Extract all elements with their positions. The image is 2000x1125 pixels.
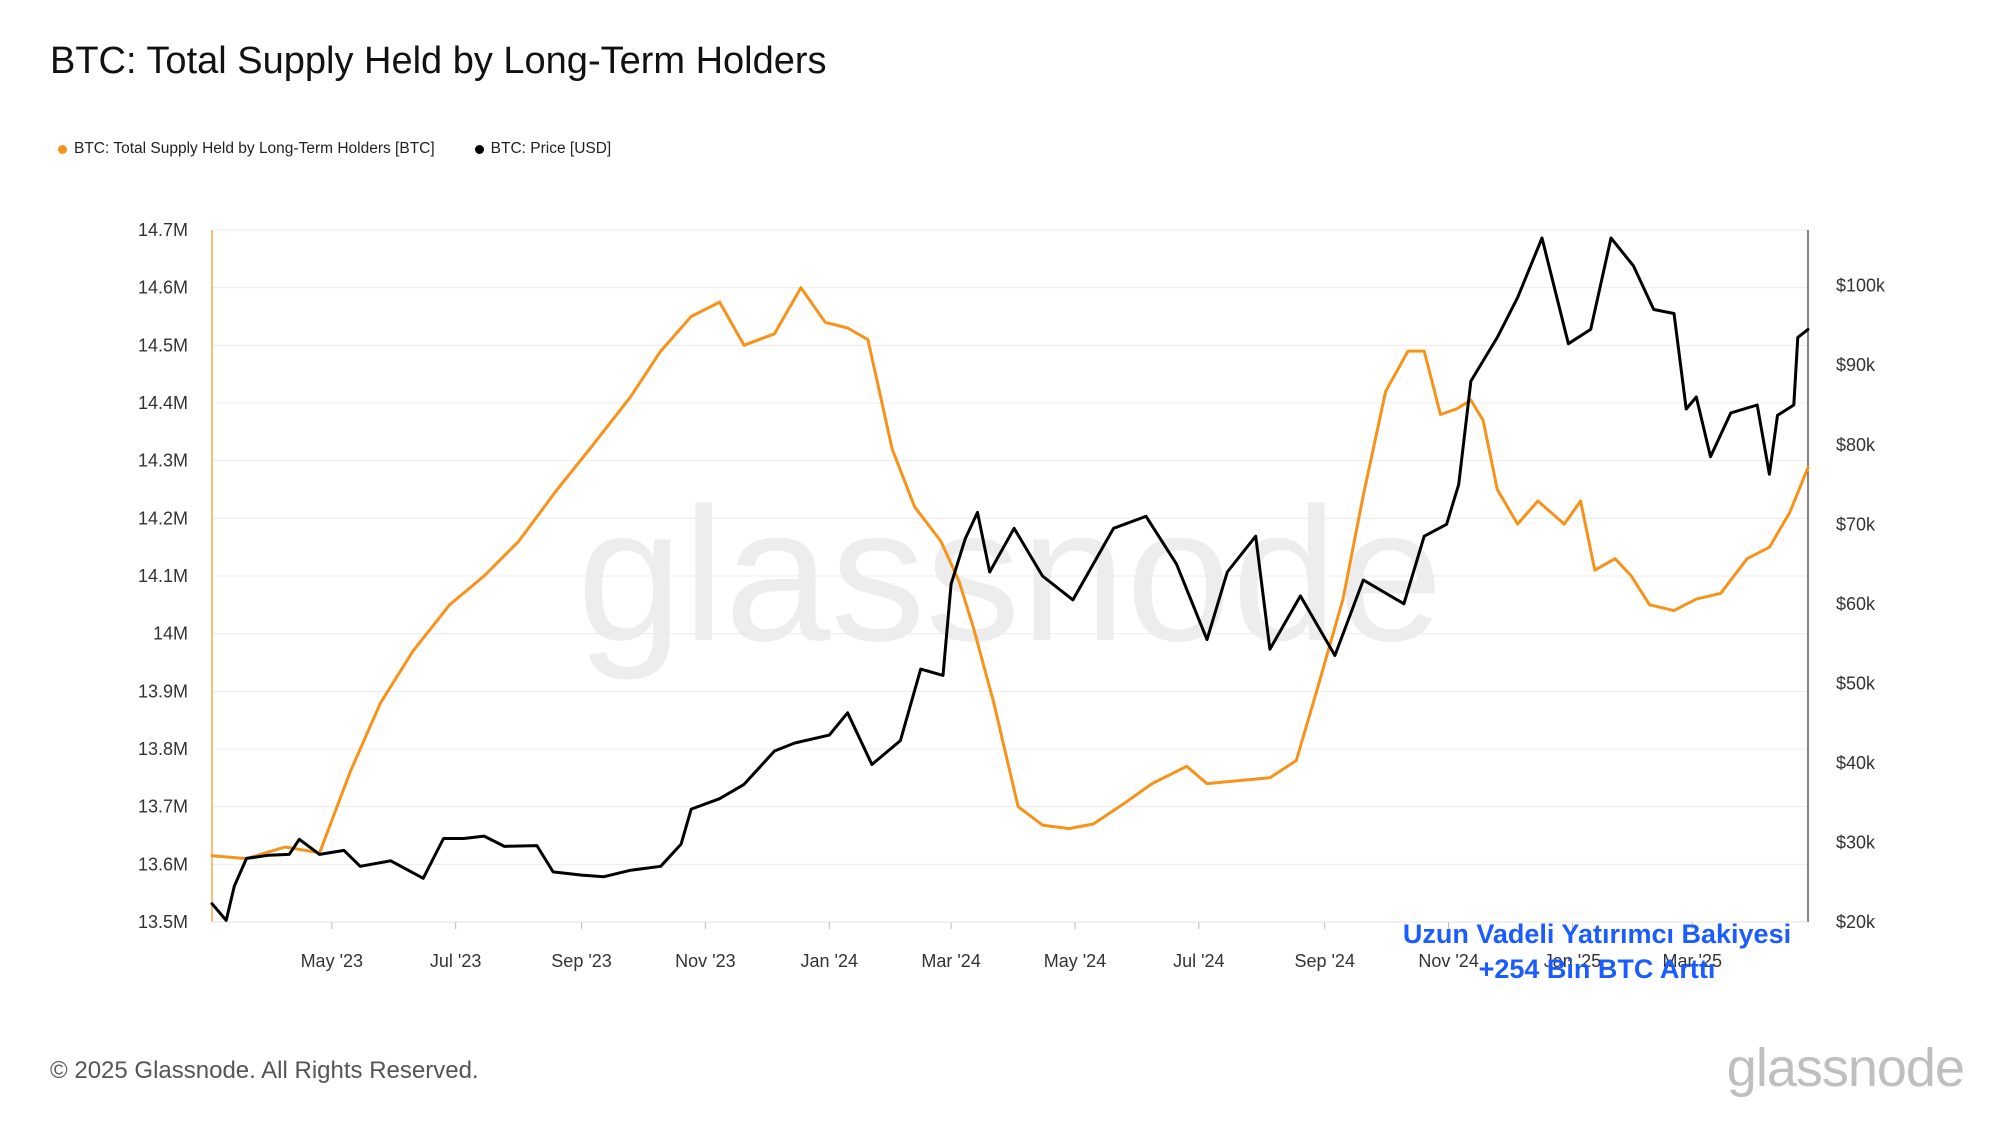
- x-tick-label: Nov '24: [1418, 951, 1478, 971]
- glassnode-logo: glassnode: [1726, 1038, 1965, 1098]
- series-line-lth-supply: [210, 286, 1810, 861]
- y-right-tick-label: $20k: [1836, 912, 1876, 932]
- y-left-tick-label: 13.5M: [138, 912, 188, 932]
- y-right-tick-label: $30k: [1836, 832, 1876, 852]
- legend-dot-price: [474, 144, 484, 154]
- copyright-footer: © 2025 Glassnode. All Rights Reserved.: [50, 1057, 479, 1084]
- y-left-tick-label: 14.6M: [138, 278, 188, 298]
- y-right-tick-label: $50k: [1836, 673, 1876, 693]
- series-line-btc-price: [210, 236, 1810, 922]
- annotation-line-2: +254 Bin BTC Arttı: [1479, 954, 1716, 984]
- y-left-tick-label: 14.4M: [138, 393, 188, 413]
- legend-label-lth: BTC: Total Supply Held by Long-Term Hold…: [74, 140, 435, 157]
- legend-item-price[interactable]: BTC: Price [USD]: [474, 140, 612, 158]
- x-tick-label: Jan '24: [801, 951, 858, 971]
- x-tick-label: Nov '23: [675, 951, 735, 971]
- y-left-tick-label: 14.7M: [138, 220, 188, 240]
- x-tick-label: Jul '23: [430, 951, 481, 971]
- x-tick-label: Sep '23: [551, 951, 612, 971]
- y-left-tick-label: 14.5M: [138, 335, 188, 355]
- annotation-line-1: Uzun Vadeli Yatırımcı Bakiyesi: [1403, 919, 1791, 949]
- legend-item-lth[interactable]: BTC: Total Supply Held by Long-Term Hold…: [58, 140, 435, 158]
- chart-watermark: glassnode: [577, 469, 1443, 681]
- y-left-tick-label: 14.2M: [138, 508, 188, 528]
- x-tick-label: May '24: [1044, 951, 1106, 971]
- x-tick-label: Jul '24: [1173, 951, 1224, 971]
- legend-label-price: BTC: Price [USD]: [490, 140, 612, 157]
- y-right-tick-label: $60k: [1836, 594, 1876, 614]
- y-left-tick-label: 13.6M: [138, 854, 188, 874]
- y-left-tick-label: 13.9M: [138, 681, 188, 701]
- x-tick-label: Mar '25: [1663, 951, 1722, 971]
- y-right-tick-label: $100k: [1836, 276, 1886, 296]
- x-tick-label: Sep '24: [1294, 951, 1355, 971]
- y-right-tick-label: $70k: [1836, 514, 1876, 534]
- y-left-tick-label: 13.7M: [138, 797, 188, 817]
- x-tick-label: Jan '25: [1544, 951, 1601, 971]
- chart-legend: BTC: Total Supply Held by Long-Term Hold…: [58, 140, 611, 158]
- legend-dot-lth: [58, 144, 67, 154]
- x-tick-label: Mar '24: [921, 951, 980, 971]
- x-tick-label: May '23: [301, 951, 363, 971]
- y-right-tick-label: $40k: [1836, 753, 1876, 773]
- y-left-tick-label: 13.8M: [138, 739, 188, 759]
- y-left-tick-label: 14.1M: [138, 566, 188, 586]
- y-right-tick-label: $80k: [1836, 435, 1876, 455]
- y-left-tick-label: 14.3M: [138, 451, 188, 471]
- chart-title: BTC: Total Supply Held by Long-Term Hold…: [50, 40, 827, 82]
- y-left-tick-label: 14M: [153, 624, 188, 644]
- y-right-tick-label: $90k: [1836, 355, 1876, 375]
